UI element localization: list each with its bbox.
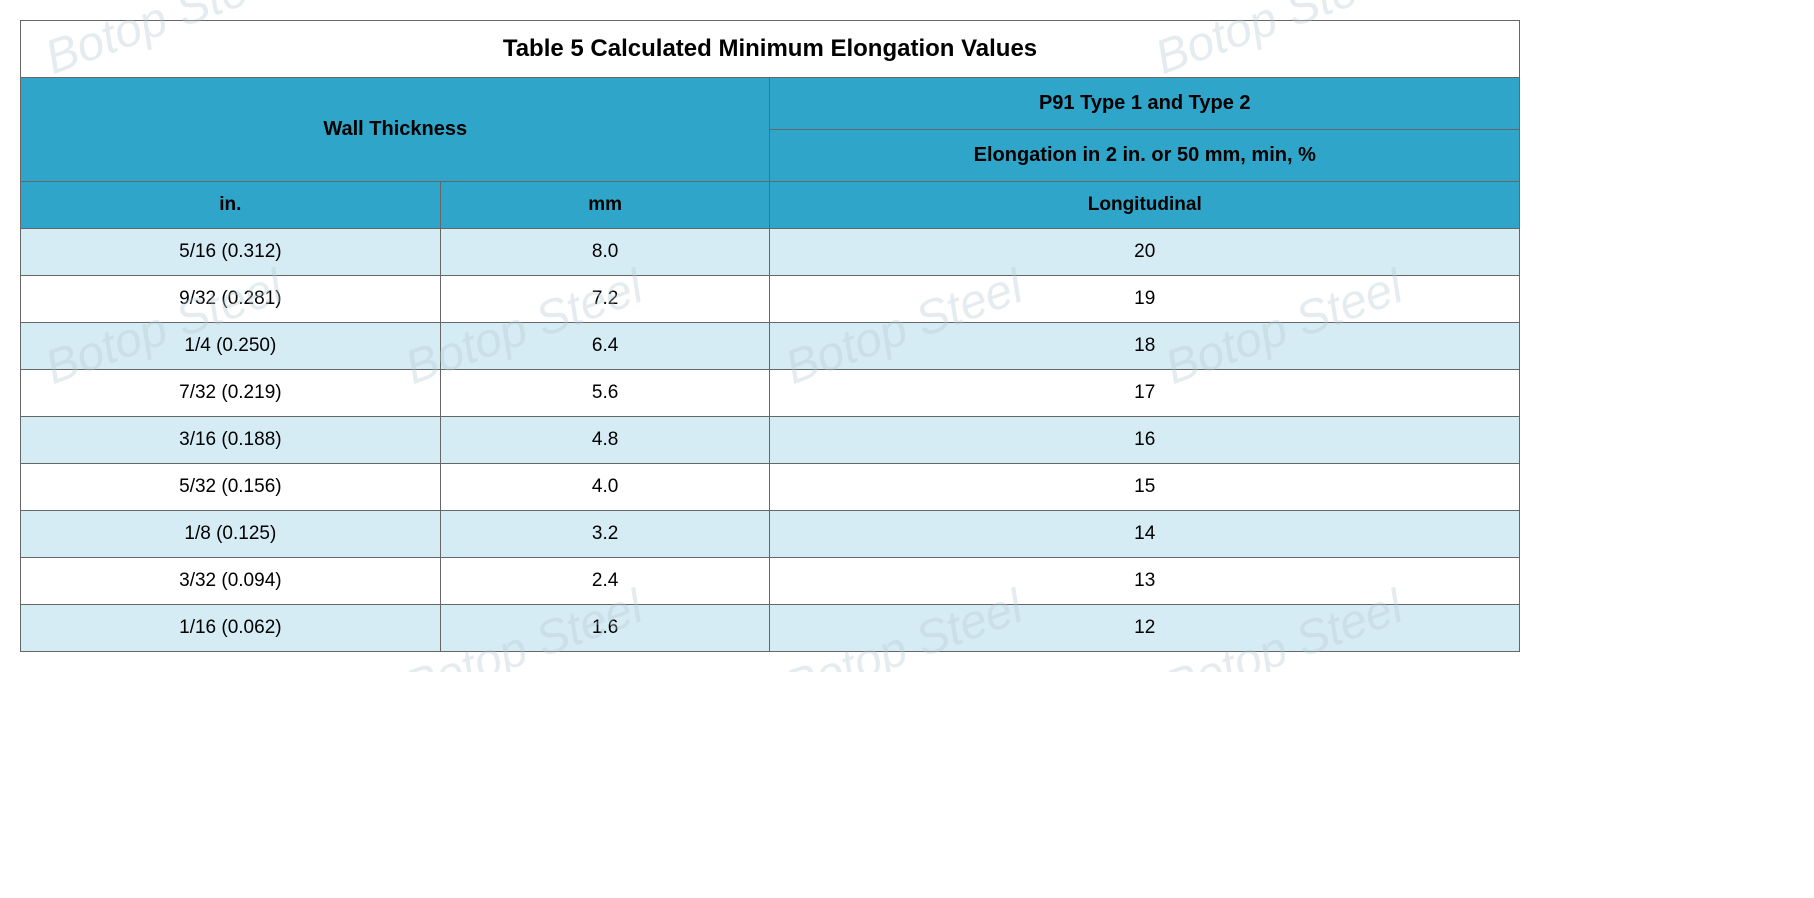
table-row: 1/4 (0.250)6.418 [21, 323, 1520, 370]
table-cell: 13 [770, 558, 1520, 605]
table-row: 3/16 (0.188)4.816 [21, 417, 1520, 464]
table-row: 9/32 (0.281)7.219 [21, 276, 1520, 323]
col-header-mm: mm [440, 182, 770, 229]
table-cell: 3.2 [440, 511, 770, 558]
table-cell: 1/8 (0.125) [21, 511, 441, 558]
table-cell: 7/32 (0.219) [21, 370, 441, 417]
table-row: 1/16 (0.062)1.612 [21, 605, 1520, 652]
table-cell: 7.2 [440, 276, 770, 323]
table-cell: 4.8 [440, 417, 770, 464]
col-header-longitudinal: Longitudinal [770, 182, 1520, 229]
col-header-in: in. [21, 182, 441, 229]
table-cell: 5/32 (0.156) [21, 464, 441, 511]
table-row: 5/16 (0.312)8.020 [21, 229, 1520, 276]
table-cell: 5/16 (0.312) [21, 229, 441, 276]
table-cell: 8.0 [440, 229, 770, 276]
table-cell: 16 [770, 417, 1520, 464]
table-cell: 18 [770, 323, 1520, 370]
table-title: Table 5 Calculated Minimum Elongation Va… [21, 21, 1520, 78]
table-row: 5/32 (0.156)4.015 [21, 464, 1520, 511]
table-column-header-row: in. mm Longitudinal [21, 182, 1520, 229]
table-row: 7/32 (0.219)5.617 [21, 370, 1520, 417]
table-cell: 3/16 (0.188) [21, 417, 441, 464]
table-cell: 12 [770, 605, 1520, 652]
table-cell: 19 [770, 276, 1520, 323]
table-cell: 6.4 [440, 323, 770, 370]
table-cell: 20 [770, 229, 1520, 276]
elongation-table: Table 5 Calculated Minimum Elongation Va… [20, 20, 1520, 652]
header-wall-thickness: Wall Thickness [21, 78, 770, 182]
table-cell: 2.4 [440, 558, 770, 605]
header-elongation: Elongation in 2 in. or 50 mm, min, % [770, 130, 1520, 182]
table-cell: 1/16 (0.062) [21, 605, 441, 652]
header-p91: P91 Type 1 and Type 2 [770, 78, 1520, 130]
table-cell: 3/32 (0.094) [21, 558, 441, 605]
table-cell: 1.6 [440, 605, 770, 652]
table-cell: 1/4 (0.250) [21, 323, 441, 370]
table-row: 1/8 (0.125)3.214 [21, 511, 1520, 558]
table-cell: 5.6 [440, 370, 770, 417]
table-cell: 17 [770, 370, 1520, 417]
table-group-header-row-1: Wall Thickness P91 Type 1 and Type 2 [21, 78, 1520, 130]
table-cell: 4.0 [440, 464, 770, 511]
table-cell: 9/32 (0.281) [21, 276, 441, 323]
table-title-row: Table 5 Calculated Minimum Elongation Va… [21, 21, 1520, 78]
table-row: 3/32 (0.094)2.413 [21, 558, 1520, 605]
table-cell: 14 [770, 511, 1520, 558]
table-cell: 15 [770, 464, 1520, 511]
